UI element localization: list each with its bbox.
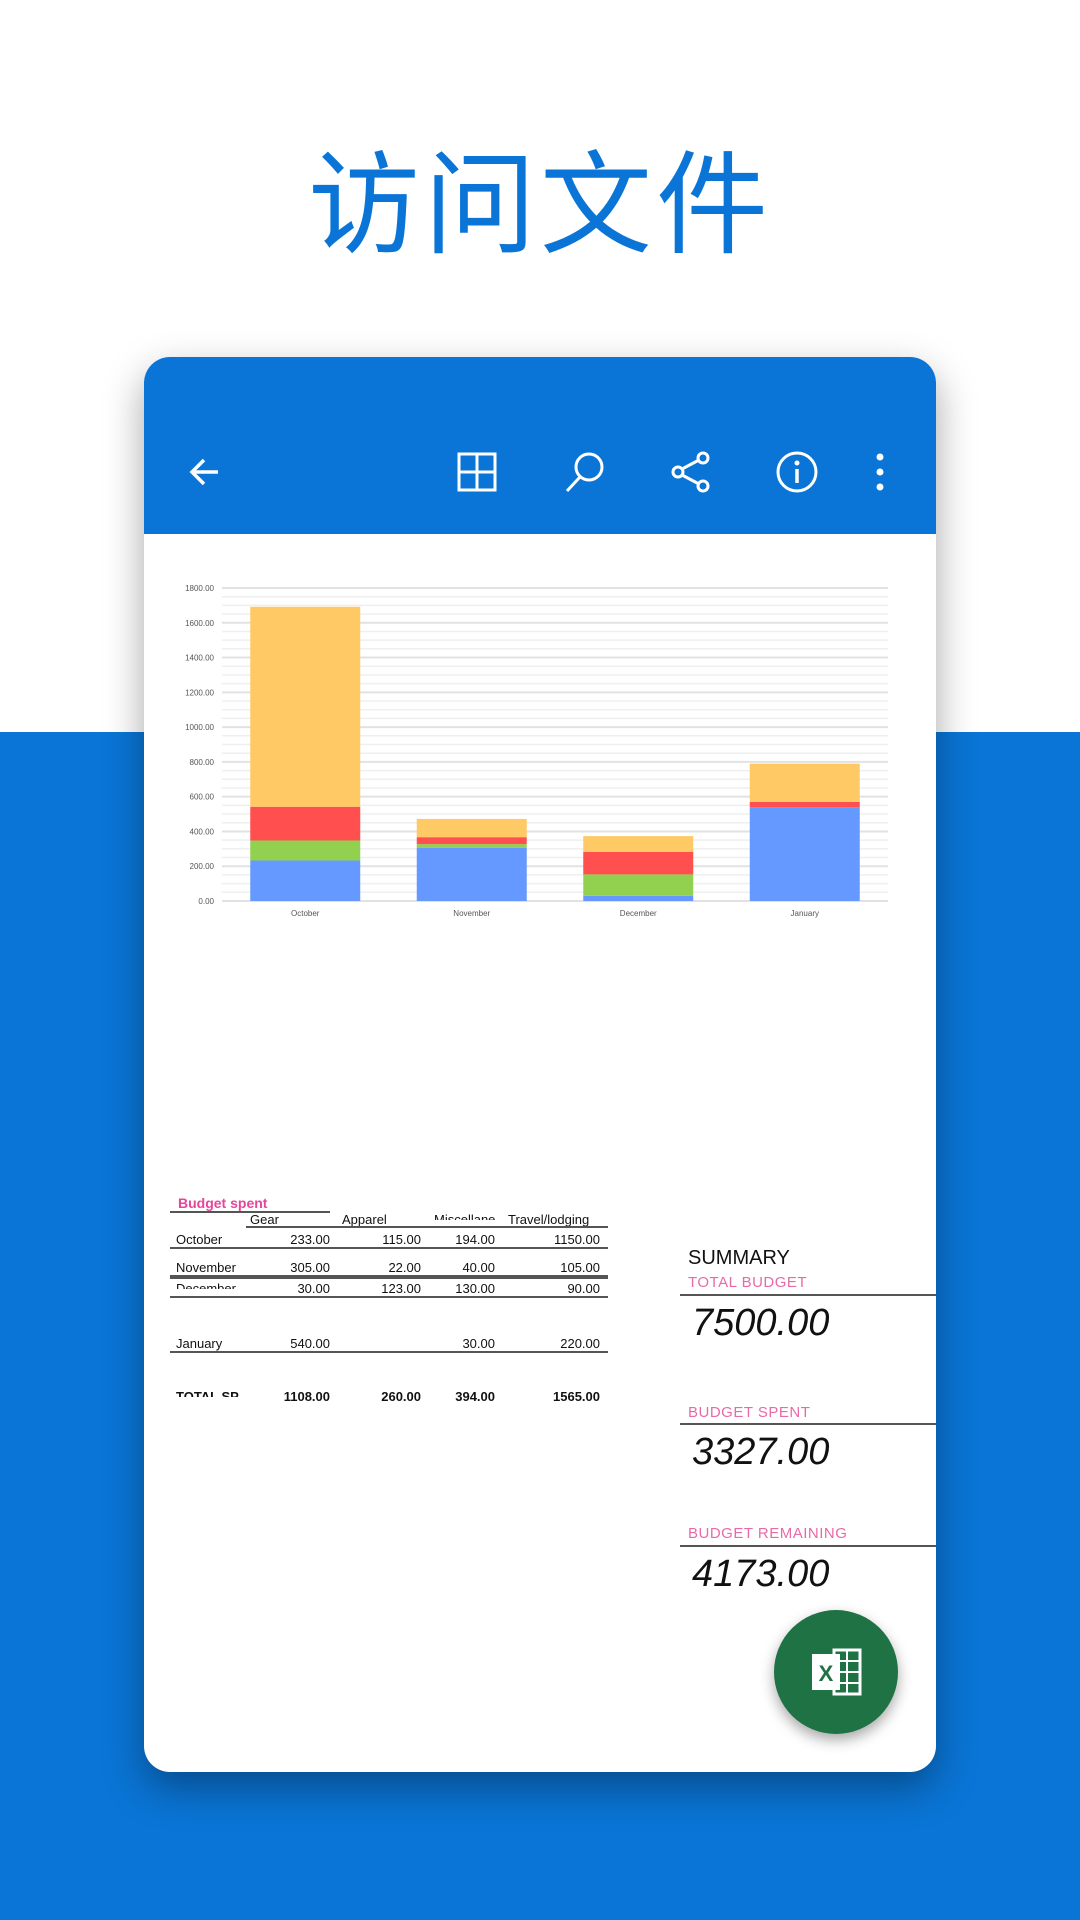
column-header: Travel/lodging bbox=[508, 1212, 590, 1227]
column-header: Apparel bbox=[342, 1212, 387, 1227]
y-tick-label: 1000.00 bbox=[185, 723, 214, 732]
table-cell: 130.00 bbox=[455, 1281, 495, 1296]
stacked-bar-chart: 0.00 200.00 400.00 600.00 800.00 1000.00 1200.… bbox=[185, 584, 888, 918]
total-budget-label: TOTAL BUDGET bbox=[688, 1274, 808, 1291]
x-tick-label: December bbox=[620, 909, 657, 918]
table-cell: 90.00 bbox=[567, 1281, 600, 1296]
bar-segment-miscellaneous bbox=[250, 806, 361, 841]
excel-icon: X bbox=[812, 1648, 862, 1696]
table-cell: 115.00 bbox=[382, 1232, 421, 1247]
bar-segment-travel-lodging bbox=[749, 763, 860, 802]
bar-segment-miscellaneous bbox=[416, 837, 527, 845]
row-label: January bbox=[176, 1336, 223, 1351]
budget-spent-label: BUDGET SPENT bbox=[688, 1404, 811, 1421]
table-cell: 30.00 bbox=[297, 1281, 330, 1296]
bar-segment-gear bbox=[416, 847, 527, 901]
more-vertical-icon[interactable] bbox=[868, 449, 892, 495]
table-title: Budget spent bbox=[178, 1195, 268, 1211]
total-budget-value: 7500.00 bbox=[692, 1302, 830, 1344]
share-icon[interactable] bbox=[668, 449, 714, 495]
budget-remaining-label: BUDGET REMAINING bbox=[688, 1525, 848, 1542]
x-tick-label: November bbox=[453, 909, 490, 918]
phone-card: 0.00 200.00 400.00 600.00 800.00 1000.00 1200.… bbox=[144, 357, 936, 1772]
bar-segment-gear bbox=[749, 807, 860, 901]
search-icon[interactable] bbox=[562, 449, 608, 495]
bar-segment-apparel bbox=[583, 874, 694, 896]
table-cell: 105.00 bbox=[560, 1260, 600, 1275]
table-cell: 22.00 bbox=[388, 1260, 421, 1275]
row-label: November bbox=[176, 1260, 236, 1275]
bar-segment-apparel bbox=[416, 844, 527, 848]
total-cell: 1565.00 bbox=[553, 1389, 600, 1404]
budget-remaining-value: 4173.00 bbox=[692, 1553, 830, 1595]
bar-segment-travel-lodging bbox=[416, 818, 527, 838]
table-cell: 305.00 bbox=[290, 1260, 330, 1275]
back-arrow-icon[interactable] bbox=[182, 449, 228, 495]
x-tick-label: October bbox=[291, 909, 320, 918]
summary-title: SUMMARY bbox=[688, 1247, 790, 1269]
x-tick-label: January bbox=[791, 909, 819, 918]
hero-title: 访问文件 bbox=[308, 141, 772, 271]
column-header: Gear bbox=[250, 1212, 279, 1227]
table-cell: 194.00 bbox=[455, 1232, 495, 1247]
y-tick-label: 800.00 bbox=[190, 758, 215, 767]
open-in-excel-button[interactable]: X bbox=[774, 1610, 898, 1734]
app-bar bbox=[144, 357, 936, 534]
table-cell: 30.00 bbox=[462, 1336, 495, 1351]
table-cell: 40.00 bbox=[462, 1260, 495, 1275]
y-tick-label: 600.00 bbox=[190, 793, 215, 802]
total-cell: 1108.00 bbox=[283, 1389, 330, 1404]
bar-segment-gear bbox=[250, 860, 361, 901]
grid-icon[interactable] bbox=[454, 449, 500, 495]
table-cell: 540.00 bbox=[290, 1336, 330, 1351]
y-tick-label: 1800.00 bbox=[185, 584, 214, 593]
budget-spent-value: 3327.00 bbox=[692, 1431, 830, 1473]
bar-segment-travel-lodging bbox=[583, 836, 694, 852]
info-icon[interactable] bbox=[774, 449, 820, 495]
bar-segment-miscellaneous bbox=[749, 801, 860, 808]
total-label: TOTAL SP bbox=[176, 1389, 239, 1397]
bar-segment-miscellaneous bbox=[583, 851, 694, 875]
total-cell: 394.00 bbox=[455, 1389, 495, 1404]
table-cell: 123.00 bbox=[381, 1281, 421, 1296]
y-tick-label: 0.00 bbox=[198, 897, 214, 906]
bar-segment-travel-lodging bbox=[250, 606, 361, 807]
row-label: October bbox=[176, 1232, 223, 1247]
excel-letter: X bbox=[819, 1661, 834, 1686]
y-tick-label: 1400.00 bbox=[185, 654, 214, 663]
y-tick-label: 400.00 bbox=[190, 827, 215, 836]
y-tick-label: 1200.00 bbox=[185, 688, 214, 697]
bar-segment-apparel bbox=[250, 840, 361, 861]
bar-segment-gear bbox=[583, 895, 694, 901]
y-tick-label: 1600.00 bbox=[185, 619, 214, 628]
y-tick-label: 200.00 bbox=[190, 862, 215, 871]
table-cell: 233.00 bbox=[290, 1232, 330, 1247]
column-header: Miscellane bbox=[434, 1212, 496, 1220]
table-cell: 1150.00 bbox=[553, 1232, 600, 1247]
table-cell: 220.00 bbox=[560, 1336, 600, 1351]
total-cell: 260.00 bbox=[381, 1389, 421, 1404]
row-label: December bbox=[176, 1281, 236, 1289]
